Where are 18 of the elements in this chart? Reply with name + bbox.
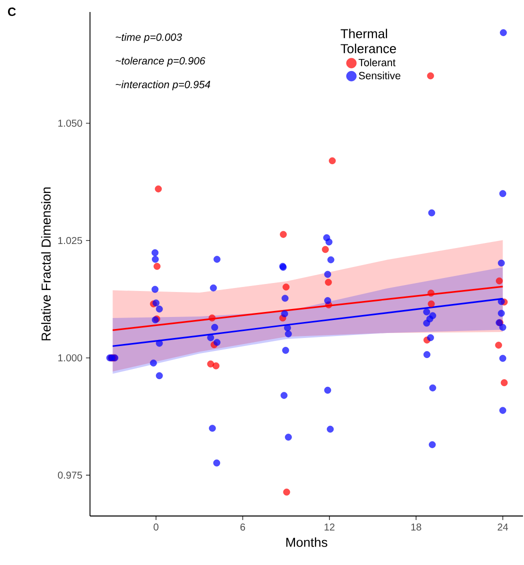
annotation: ~time p=0.003	[116, 33, 182, 43]
annotation: ~interaction p=0.954	[116, 80, 210, 90]
x-tick-label: 24	[498, 524, 508, 530]
x-tick-label: 12	[324, 524, 334, 530]
legend-label: Sensitive	[358, 72, 400, 80]
chart-title: C	[8, 8, 16, 16]
y-axis-title: Relative Fractal Dimension	[41, 188, 51, 340]
x-tick-label: 0	[154, 524, 158, 531]
y-tick-label: 1.050	[58, 120, 82, 127]
annotation: ~tolerance p=0.906	[116, 56, 206, 67]
legend-label: Tolerant	[358, 58, 396, 66]
y-tick-label: 1.000	[58, 354, 82, 362]
legend-title: Thermal Tolerance	[340, 28, 396, 54]
x-tick-label: 6	[240, 524, 246, 531]
x-axis-title: Months	[286, 537, 328, 547]
x-tick-label: 18	[411, 524, 422, 531]
y-tick-label: 1.025	[58, 237, 82, 244]
y-tick-label: 0.975	[58, 472, 82, 479]
